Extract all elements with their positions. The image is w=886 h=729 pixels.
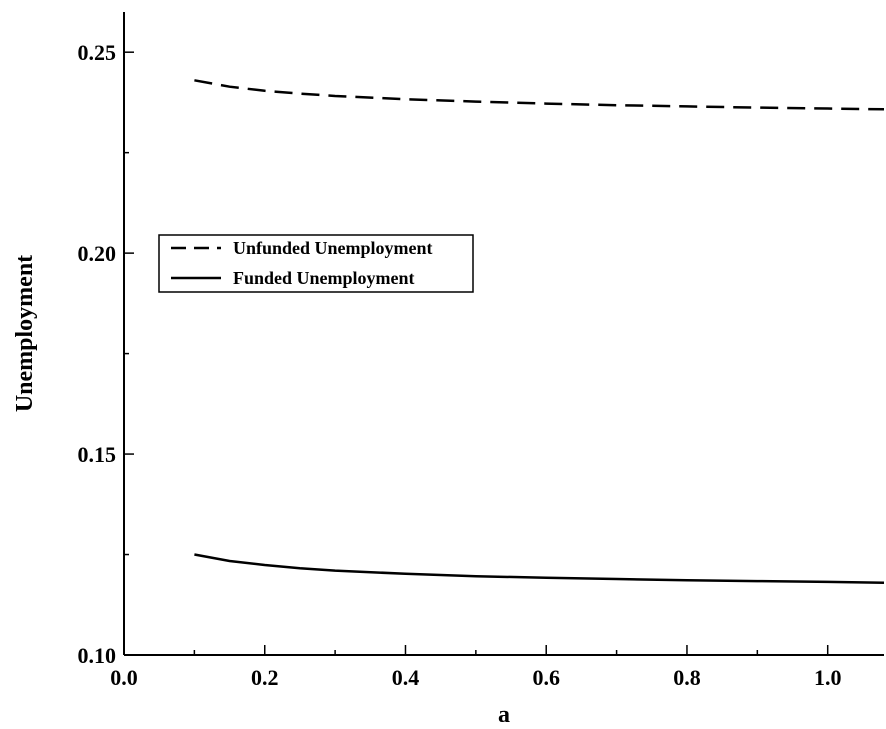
x-tick-label: 0.8 [673, 665, 701, 690]
x-axis-title: a [498, 702, 510, 728]
y-tick-label: 0.25 [78, 40, 117, 65]
y-axis-ticks: 0.10 0.15 0.20 0.25 [78, 40, 134, 668]
x-tick-label: 0.2 [251, 665, 279, 690]
x-axis-ticks: 0.0 0.2 0.4 0.6 0.8 1.0 [110, 645, 841, 690]
y-tick-label: 0.20 [78, 241, 117, 266]
series-layer [194, 79, 885, 584]
y-tick-label: 0.15 [78, 442, 117, 467]
legend-label-2: Funded Unemployment [233, 268, 415, 288]
series-line-1 [194, 79, 885, 111]
legend-label-1: Unfunded Unemployment [233, 238, 433, 258]
legend: Unfunded Unemployment Funded Unemployment [158, 234, 474, 293]
y-tick-label: 0.10 [78, 643, 117, 668]
x-tick-label: 0.6 [532, 665, 560, 690]
x-tick-label: 0.4 [392, 665, 420, 690]
y-axis-title: Unemployment [12, 255, 38, 412]
x-tick-label: 1.0 [814, 665, 842, 690]
legend-box [158, 234, 474, 293]
x-tick-label: 0.0 [110, 665, 138, 690]
series-line-2 [194, 553, 885, 584]
